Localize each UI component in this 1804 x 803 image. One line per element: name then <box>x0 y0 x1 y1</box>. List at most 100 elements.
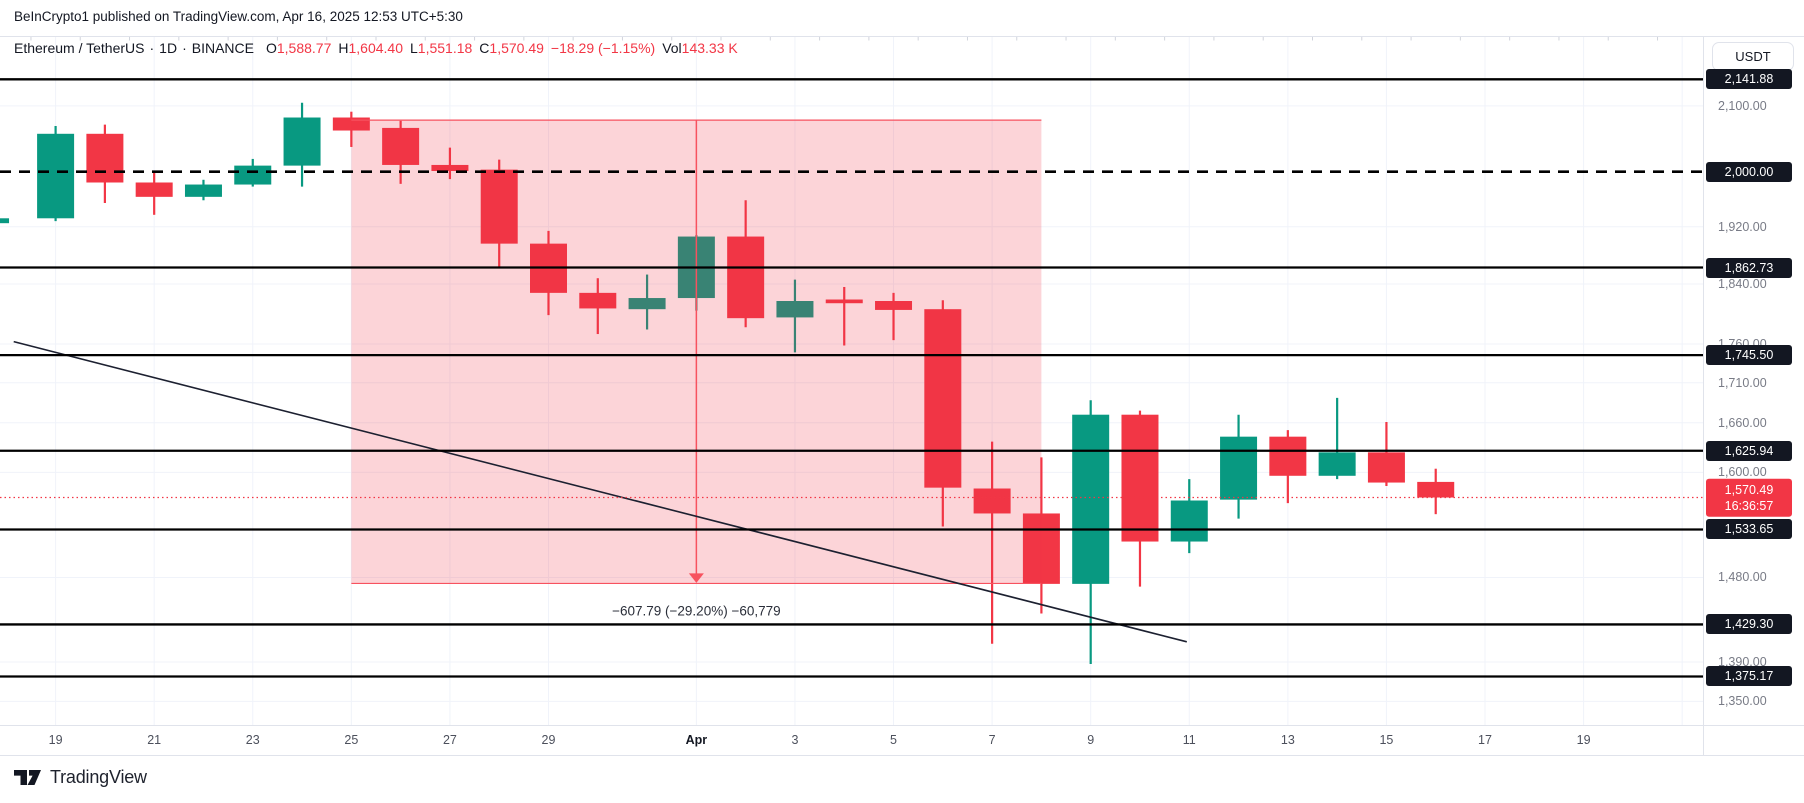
candle-body <box>1121 414 1159 542</box>
candle-body <box>332 117 370 131</box>
candle-Apr-13[interactable] <box>1269 430 1307 504</box>
candle-Mar-27[interactable] <box>431 147 469 180</box>
candle-body <box>727 236 765 319</box>
price-change: −18.29 (−1.15%) <box>550 40 656 56</box>
tradingview-logo-text[interactable]: TradingView <box>50 767 147 787</box>
candle-Mar-30[interactable] <box>579 278 617 335</box>
price-tick-label: 1,660.00 <box>1718 415 1767 430</box>
price-tick-label: 2,100.00 <box>1718 98 1767 113</box>
candle-Apr-9[interactable] <box>1072 400 1110 664</box>
candle-Apr-5[interactable] <box>875 292 913 341</box>
candle-body <box>776 301 814 318</box>
separator-dot: · <box>149 40 155 56</box>
candle-body <box>1318 452 1356 476</box>
date-tick-label: 25 <box>344 733 359 747</box>
attribution-text: BeInCrypto1 published on TradingView.com… <box>14 9 463 24</box>
price-tick-label: 1,350.00 <box>1718 694 1767 709</box>
symbol-name[interactable]: Ethereum / TetherUS <box>14 40 145 56</box>
price-axis[interactable]: USDT 2,100.00 1,920.00 1,840.00 1,760.00 1,7… <box>1704 36 1804 725</box>
candle-Apr-15[interactable] <box>1367 421 1405 486</box>
time-axis-bottom-border <box>0 755 1804 756</box>
candle-Mar-25[interactable] <box>332 111 370 147</box>
footer-brand: TradingView <box>14 767 147 788</box>
candle-body <box>1269 436 1307 476</box>
date-tick-label: 21 <box>147 733 162 747</box>
candle-Apr-16[interactable] <box>1417 468 1455 515</box>
candle-Apr-10[interactable] <box>1121 410 1159 587</box>
candle-body <box>875 301 913 310</box>
price-level-badge: 1,375.17 <box>1706 666 1792 687</box>
price-range-measurement-box[interactable] <box>351 119 1042 585</box>
tradingview-logo-icon[interactable] <box>14 769 41 786</box>
date-tick-label: 19 <box>48 733 63 747</box>
measure-label: −607.79 (−29.20%) −60,779 <box>612 603 781 618</box>
candle-Mar-24[interactable] <box>283 102 321 187</box>
date-tick-label: 29 <box>541 733 556 747</box>
trendline <box>13 340 1188 643</box>
chart-pane[interactable]: −607.79 (−29.20%) −60,779 Ethereum / Tet… <box>0 36 1703 725</box>
date-tick-label: 17 <box>1478 733 1492 747</box>
price-tick-label: 1,480.00 <box>1718 570 1767 585</box>
current-price-badge: 1,570.49 16:36:57 <box>1706 478 1792 517</box>
candles <box>0 102 1455 664</box>
candle-body <box>628 298 666 310</box>
separator-dot: · <box>182 40 187 56</box>
candle-Mar-22[interactable] <box>184 179 222 201</box>
price-level-badge: 1,429.30 <box>1706 614 1792 635</box>
candle-Mar-28[interactable] <box>480 159 518 269</box>
candle-Mar-18[interactable] <box>0 218 10 225</box>
date-tick-label: 13 <box>1280 733 1295 747</box>
horizontal-price-levels[interactable] <box>0 78 1703 678</box>
price-tick-label: 1,710.00 <box>1718 375 1767 390</box>
candle-body <box>184 184 222 197</box>
candle-Apr-3[interactable] <box>776 279 814 353</box>
date-tick-label: 15 <box>1379 733 1394 747</box>
date-tick-label: 23 <box>245 733 260 747</box>
candle-Apr-14[interactable] <box>1318 397 1356 480</box>
pane-top-border <box>0 36 1804 37</box>
candle-Mar-26[interactable] <box>382 120 420 184</box>
symbol-legend[interactable]: Ethereum / TetherUS · 1D · BINANCE O1,588.77 H… <box>14 40 738 56</box>
currency-toggle-button[interactable]: USDT <box>1712 42 1794 71</box>
candle-body <box>86 133 124 183</box>
candle-Apr-11[interactable] <box>1170 479 1208 554</box>
candle-Apr-6[interactable] <box>924 300 962 527</box>
candle-body <box>0 218 10 224</box>
candle-Apr-7[interactable] <box>973 441 1011 644</box>
candle-body <box>135 182 173 197</box>
descending-trendline[interactable] <box>13 340 1188 643</box>
volume: Vol143.33 K <box>662 40 738 56</box>
candle-Apr-8[interactable] <box>1022 457 1060 614</box>
candle-body <box>382 127 420 165</box>
candle-body <box>1022 513 1060 584</box>
candle-body <box>1220 436 1258 500</box>
price-level-badge: 1,533.65 <box>1706 519 1792 540</box>
candle-Mar-20[interactable] <box>86 124 124 204</box>
price-axis-border <box>1703 36 1704 755</box>
candle-Apr-12[interactable] <box>1220 414 1258 519</box>
candle-Mar-21[interactable] <box>135 173 173 215</box>
price-level-badge: 1,862.73 <box>1706 257 1792 278</box>
time-axis[interactable]: 19 21 23 25 27 29 Apr 3 5 7 9 11 13 15 17 19 <box>0 726 1804 755</box>
candle-Apr-4[interactable] <box>825 286 863 346</box>
candlestick-chart: −607.79 (−29.20%) −60,779 <box>0 36 1703 725</box>
date-tick-label: 3 <box>791 733 799 747</box>
candle-body <box>1417 481 1455 498</box>
candle-Mar-31[interactable] <box>628 274 666 330</box>
gridlines <box>0 36 1703 725</box>
date-tick-label: 9 <box>1087 733 1095 747</box>
date-tick-label: 7 <box>988 733 996 747</box>
price-level-badge: 2,141.88 <box>1706 69 1792 90</box>
candle-body <box>37 133 75 219</box>
candle-Apr-2[interactable] <box>727 200 765 328</box>
price-tick-label: 1,390.00 <box>1718 655 1767 670</box>
price-level-badge: 2,000.00 <box>1706 161 1792 182</box>
price-tick-label: 1,600.00 <box>1718 465 1767 480</box>
price-tick-label: 1,840.00 <box>1718 277 1767 292</box>
interval[interactable]: 1D <box>159 40 178 56</box>
date-tick-label: 19 <box>1576 733 1591 747</box>
candle-body <box>825 299 863 304</box>
candle-Mar-19[interactable] <box>37 125 75 222</box>
date-tick-label: Apr <box>685 733 708 747</box>
